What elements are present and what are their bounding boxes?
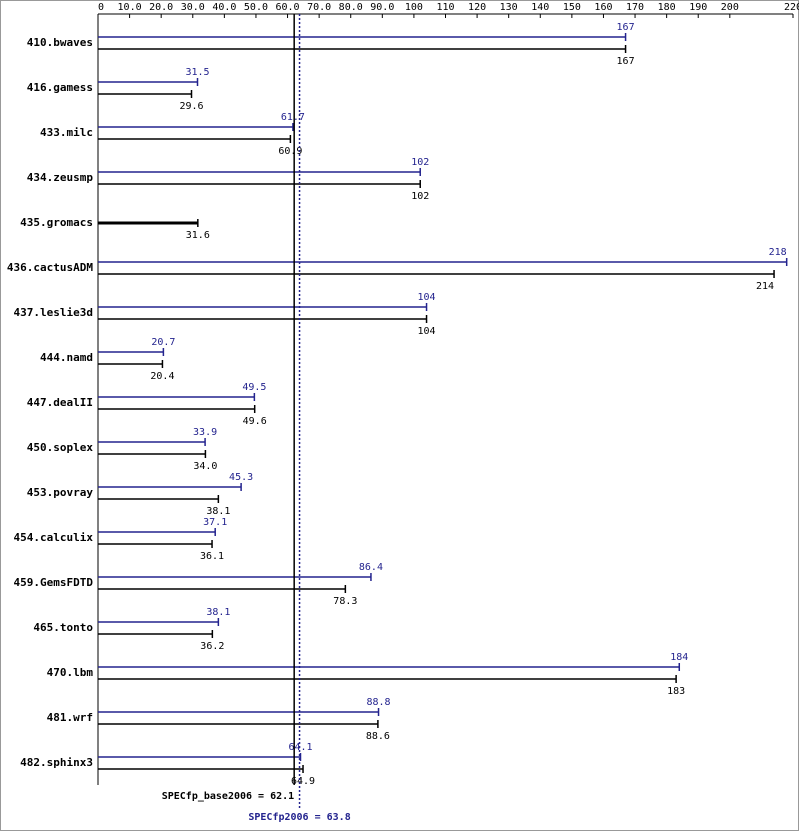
category-label: 459.GemsFDTD [14, 576, 94, 589]
value-label: 61.7 [281, 112, 305, 123]
category-label: 433.milc [40, 126, 93, 139]
value-label: 167 [617, 56, 635, 67]
value-label: 36.1 [200, 551, 224, 562]
value-label: 88.8 [366, 697, 390, 708]
x-tick-label: 70.0 [307, 2, 331, 13]
x-tick-label: 80.0 [339, 2, 363, 13]
x-tick-label: 170 [626, 2, 644, 13]
value-label: 45.3 [229, 472, 253, 483]
category-label: 436.cactusADM [7, 261, 93, 274]
category-label: 435.gromacs [20, 216, 93, 229]
x-tick-label: 150 [563, 2, 581, 13]
value-label: 31.6 [186, 230, 210, 241]
category-label: 410.bwaves [27, 36, 93, 49]
value-label: 20.4 [150, 371, 174, 382]
x-tick-label: 0 [98, 2, 104, 13]
value-label: 183 [667, 686, 685, 697]
category-label: 444.namd [40, 351, 93, 364]
value-label: 104 [418, 326, 436, 337]
category-label: 454.calculix [14, 531, 94, 544]
x-tick-label: 190 [689, 2, 707, 13]
reference-label: SPECfp_base2006 = 62.1 [162, 791, 294, 802]
x-tick-label: 20.0 [149, 2, 173, 13]
x-tick-label: 50.0 [244, 2, 268, 13]
value-label: 78.3 [333, 596, 357, 607]
x-tick-label: 30.0 [181, 2, 205, 13]
value-label: 31.5 [185, 67, 209, 78]
value-label: 49.6 [243, 416, 267, 427]
value-label: 60.9 [278, 146, 302, 157]
value-label: 36.2 [200, 641, 224, 652]
x-tick-label: 160 [594, 2, 612, 13]
x-tick-label: 100 [405, 2, 423, 13]
value-label: 86.4 [359, 562, 383, 573]
value-label: 64.1 [288, 742, 312, 753]
x-tick-label: 10.0 [118, 2, 142, 13]
category-label: 482.sphinx3 [20, 756, 93, 769]
value-label: 218 [769, 247, 787, 258]
x-tick-label: 130 [500, 2, 518, 13]
value-label: 64.9 [291, 776, 315, 787]
category-label: 434.zeusmp [27, 171, 94, 184]
x-tick-label: 220 [784, 2, 799, 13]
value-label: 102 [411, 157, 429, 168]
value-label: 37.1 [203, 517, 227, 528]
value-label: 214 [756, 281, 774, 292]
reference-label: SPECfp2006 = 63.8 [248, 812, 350, 823]
x-tick-label: 180 [658, 2, 676, 13]
x-tick-label: 120 [468, 2, 486, 13]
value-label: 49.5 [242, 382, 266, 393]
x-tick-label: 60.0 [275, 2, 299, 13]
value-label: 38.1 [206, 506, 230, 517]
x-tick-label: 90.0 [370, 2, 394, 13]
value-label: 184 [670, 652, 688, 663]
x-tick-label: 140 [531, 2, 549, 13]
value-label: 102 [411, 191, 429, 202]
value-label: 167 [617, 22, 635, 33]
category-label: 481.wrf [47, 711, 93, 724]
value-label: 20.7 [151, 337, 175, 348]
x-tick-label: 40.0 [212, 2, 236, 13]
value-label: 33.9 [193, 427, 217, 438]
category-label: 416.gamess [27, 81, 93, 94]
value-label: 88.6 [366, 731, 390, 742]
category-label: 437.leslie3d [14, 306, 93, 319]
category-label: 470.lbm [47, 666, 94, 679]
category-label: 453.povray [27, 486, 94, 499]
value-label: 38.1 [206, 607, 230, 618]
category-label: 465.tonto [33, 621, 93, 634]
x-tick-label: 200 [721, 2, 739, 13]
category-label: 450.soplex [27, 441, 94, 454]
value-label: 29.6 [179, 101, 203, 112]
category-label: 447.dealII [27, 396, 93, 409]
x-tick-label: 110 [436, 2, 454, 13]
value-label: 104 [418, 292, 436, 303]
value-label: 34.0 [193, 461, 217, 472]
